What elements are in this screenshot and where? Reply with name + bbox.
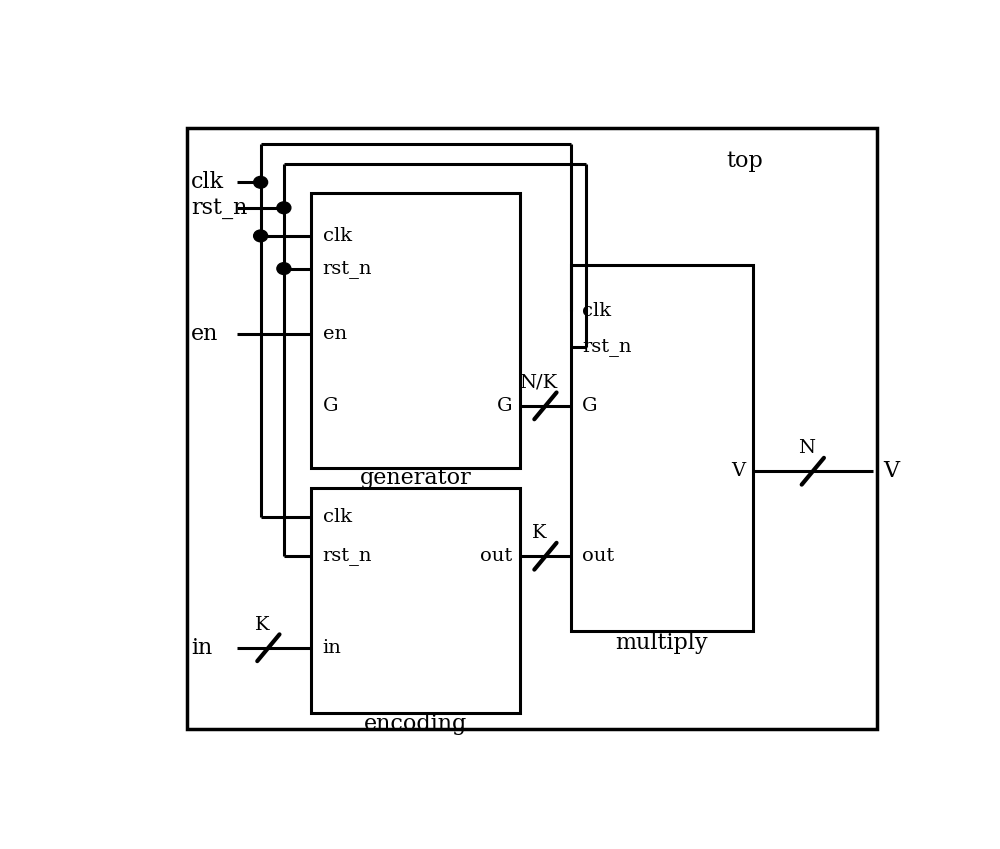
Text: N/K: N/K [519, 374, 557, 392]
Text: K: K [255, 616, 269, 634]
Text: rst_n: rst_n [323, 260, 372, 278]
Text: V: V [731, 462, 745, 481]
Text: G: G [497, 396, 512, 415]
Circle shape [277, 202, 291, 214]
Circle shape [254, 230, 268, 242]
Text: top: top [727, 149, 763, 171]
Text: clk: clk [323, 508, 352, 526]
Text: in: in [323, 638, 342, 657]
Text: K: K [532, 525, 546, 543]
Text: encoding: encoding [364, 713, 467, 735]
Text: in: in [191, 637, 212, 659]
Text: rst_n: rst_n [582, 338, 632, 356]
Circle shape [277, 262, 291, 274]
Text: G: G [323, 396, 338, 415]
Text: clk: clk [323, 227, 352, 245]
Text: generator: generator [360, 467, 472, 489]
Text: G: G [582, 396, 598, 415]
Text: rst_n: rst_n [323, 548, 372, 565]
FancyBboxPatch shape [187, 128, 877, 729]
Text: clk: clk [191, 171, 224, 194]
FancyBboxPatch shape [311, 487, 520, 713]
Text: N: N [798, 439, 815, 458]
Text: V: V [883, 460, 899, 482]
Text: out: out [480, 548, 512, 565]
Circle shape [254, 177, 268, 188]
Text: clk: clk [582, 302, 611, 320]
Text: out: out [582, 548, 614, 565]
Text: rst_n: rst_n [191, 197, 247, 219]
FancyBboxPatch shape [571, 265, 753, 632]
Text: en: en [191, 323, 218, 345]
FancyBboxPatch shape [311, 194, 520, 468]
Text: multiply: multiply [615, 633, 708, 655]
Text: en: en [323, 325, 347, 343]
